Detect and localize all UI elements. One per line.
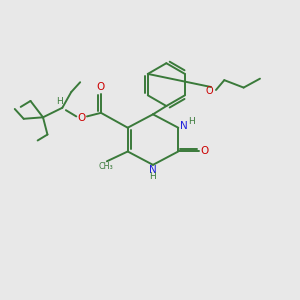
- Text: O: O: [201, 146, 209, 157]
- Text: O: O: [97, 82, 105, 92]
- Text: CH₃: CH₃: [99, 162, 114, 171]
- Text: H: H: [57, 97, 63, 106]
- Text: N: N: [180, 121, 188, 130]
- Text: O: O: [206, 85, 213, 96]
- Text: O: O: [77, 113, 86, 123]
- Text: H: H: [188, 117, 195, 126]
- Text: H: H: [149, 172, 156, 181]
- Text: N: N: [148, 165, 156, 175]
